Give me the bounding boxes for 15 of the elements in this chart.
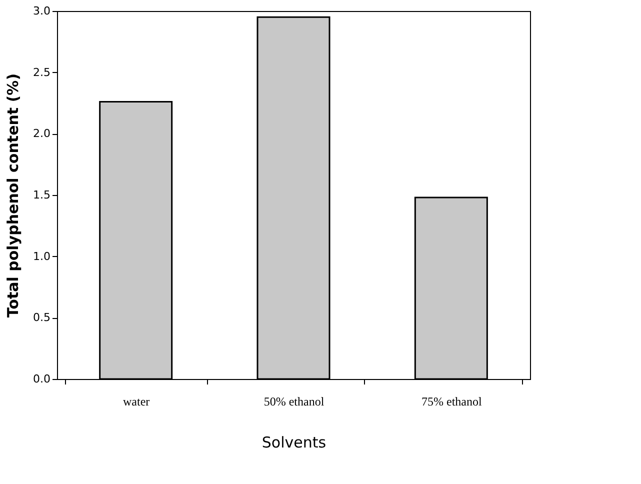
y-axis-title: Total polyphenol content (%): [4, 73, 22, 318]
bar: [256, 16, 330, 380]
y-tick-label: 1.0: [33, 250, 50, 263]
x-tick-label: 75% ethanol: [422, 394, 482, 408]
x-tick-label: water: [123, 394, 150, 408]
y-tick-label: 2.0: [33, 127, 50, 140]
y-tick-label: 0.5: [33, 311, 50, 324]
x-tick-label: 50% ethanol: [264, 394, 325, 408]
y-tick-label: 1.5: [33, 188, 50, 202]
x-axis-title: Solvents: [262, 434, 326, 452]
bar: [414, 196, 488, 380]
y-tick-label: 0.0: [33, 372, 50, 386]
y-tick-label: 2.5: [33, 66, 50, 79]
y-tick-label: 3.0: [33, 4, 50, 18]
bar: [99, 101, 173, 380]
